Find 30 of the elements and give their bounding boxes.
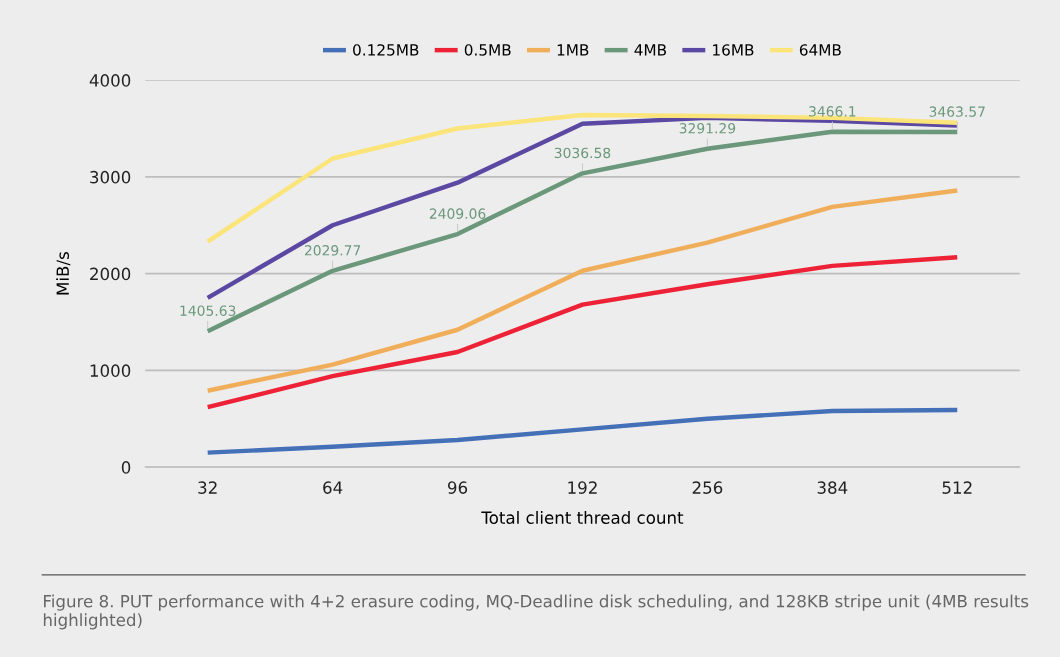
data-label: 3291.29 [679,123,736,134]
x-tick-label: 64 [323,481,343,494]
legend-label: 64MB [799,44,841,56]
y-tick-label: 0 [121,461,131,474]
y-tick-label: 3000 [90,170,131,184]
y-tick-label: 1000 [90,364,131,377]
data-label: 2029.77 [304,245,361,256]
legend-label: 0.5MB [464,44,511,56]
data-label: 3466.1 [809,106,856,117]
y-tick-label: 2000 [90,267,131,281]
legend-label: 1MB [557,44,589,56]
x-tick-label: 192 [568,481,597,494]
x-tick-label: 256 [692,481,723,494]
x-tick-label: 32 [198,481,217,494]
x-axis-title: Total client thread count [481,511,684,524]
legend-label: 16MB [713,44,754,56]
data-label: 1405.63 [180,305,236,316]
line-series [205,407,960,455]
legend-label: 4MB [634,44,667,56]
data-label: 3036.58 [554,147,611,159]
x-tick-label: 384 [817,481,848,494]
x-tick-label: 96 [447,481,468,494]
legend-label: 0.125MB [353,44,419,56]
data-label: 2409.06 [429,208,486,219]
line-series [205,115,960,301]
y-axis-title: MiB/s [56,252,71,295]
x-tick-label: 512 [942,481,972,494]
data-label: 3463.57 [929,106,985,117]
caption: Figure 8. PUT performance with 4+2 erasure coding, MQ-Deadline disk scheduling, and 128KB stripe unit (4MB results highlighted) [43,594,1029,630]
y-tick-label: 4000 [89,74,131,87]
